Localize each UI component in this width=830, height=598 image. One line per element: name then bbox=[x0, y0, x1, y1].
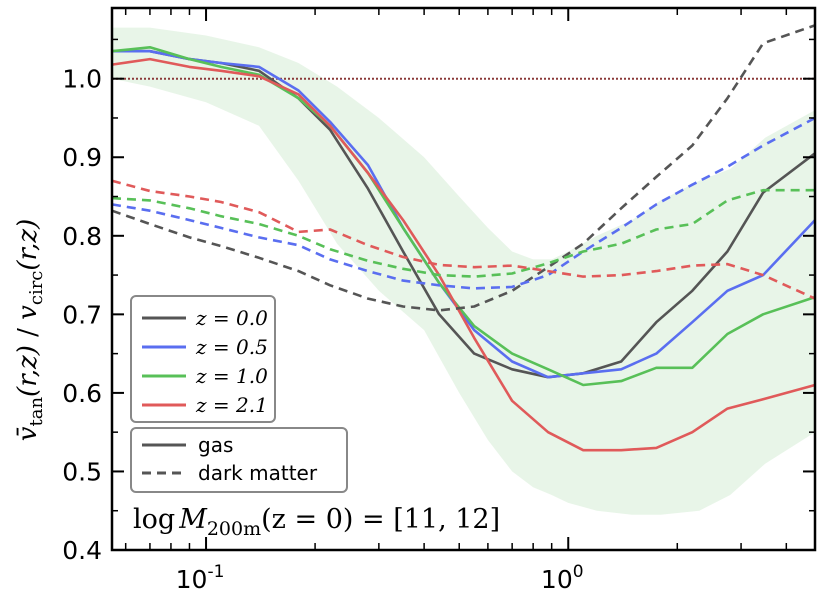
scatter-band bbox=[112, 27, 815, 515]
scatter-band-layer bbox=[112, 27, 815, 515]
y-tick-label: 0.7 bbox=[62, 300, 102, 329]
legend-label-z21: z = 2.1 bbox=[195, 393, 268, 417]
legend-label-z10: z = 1.0 bbox=[195, 364, 268, 388]
series-layer bbox=[111, 24, 816, 452]
x-tick-label: 10-1 bbox=[176, 562, 225, 594]
y-tick-label: 0.8 bbox=[62, 222, 102, 251]
series-line-z-0-0-dark-matter bbox=[111, 24, 816, 312]
mass-bin-annotation: log M200m(z = 0) = [11, 12] bbox=[133, 504, 500, 540]
series-line-z-1-0-dark-matter bbox=[111, 188, 815, 278]
y-axis-label: v̄tan(r,z) / vcirc(r,z) bbox=[13, 219, 47, 441]
plot-frame bbox=[110, 6, 817, 552]
series-line-z-2-1-dark-matter bbox=[111, 179, 816, 300]
series-line-z-2-1-gas bbox=[111, 57, 816, 452]
legend-label-z05: z = 0.5 bbox=[195, 335, 268, 359]
y-tick-label: 0.6 bbox=[62, 379, 102, 408]
legend-redshift-frame bbox=[130, 295, 276, 423]
ticks-layer: 0.4 0.5 0.6 0.7 0.8 0.9 1.0 10-1 100 bbox=[62, 8, 815, 594]
legend-label-gas: gas bbox=[198, 433, 233, 457]
axes-layer bbox=[110, 6, 817, 552]
legend-redshift: z = 0.0 z = 0.5 z = 1.0 z = 2.1 bbox=[130, 295, 276, 423]
y-tick-label: 1.0 bbox=[62, 65, 102, 94]
y-tick-label: 0.5 bbox=[62, 457, 102, 486]
legend-label-dark-matter: dark matter bbox=[198, 461, 318, 485]
legend-label-z00: z = 0.0 bbox=[195, 306, 268, 330]
legend-type: gas dark matter bbox=[130, 427, 348, 493]
y-tick-label: 0.4 bbox=[62, 536, 102, 565]
y-tick-label: 0.9 bbox=[62, 143, 102, 172]
x-tick-label: 100 bbox=[541, 562, 584, 594]
